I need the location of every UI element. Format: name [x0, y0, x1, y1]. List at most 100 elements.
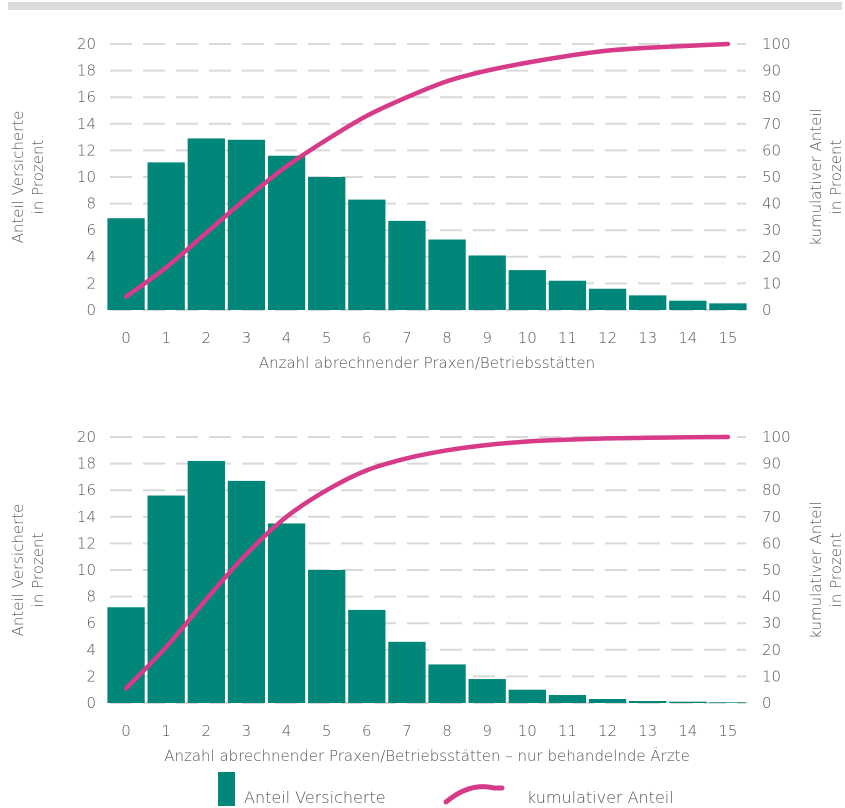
y-tick-label: 16: [77, 481, 96, 499]
y2-tick-label: 20: [762, 248, 781, 266]
x-tick-label: 2: [202, 329, 212, 347]
y2-tick-label: 70: [762, 508, 781, 526]
y2-tick-label: 50: [762, 168, 781, 186]
y2-tick-label: 30: [762, 221, 781, 239]
bar: [588, 699, 627, 703]
x-tick-label: 13: [638, 722, 657, 740]
y2-tick-label: 80: [762, 88, 781, 106]
bar: [629, 295, 667, 310]
bar: [709, 702, 747, 703]
y2-tick-label: 40: [762, 195, 781, 213]
y2-tick-label: 50: [762, 561, 781, 579]
legend-line-label: kumulativer Anteil: [527, 788, 674, 807]
y2-axis-title-line: in Prozent: [827, 140, 845, 215]
x-tick-label: 10: [518, 329, 537, 347]
y2-axis-title-line: kumulativer Anteil: [807, 501, 825, 639]
y-tick-label: 10: [77, 561, 96, 579]
legend: Anteil Versicherte kumulativer Anteil: [218, 772, 674, 807]
legend-bar-label: Anteil Versicherte: [244, 788, 386, 807]
y-tick-label: 2: [86, 274, 96, 292]
bar: [629, 701, 667, 703]
x-tick-label: 12: [598, 329, 617, 347]
bar: [388, 220, 426, 310]
y2-axis-title: kumulativer Anteil in Prozent: [807, 108, 845, 246]
bar: [548, 695, 587, 703]
y-axis-title-line: Anteil Versicherte: [9, 504, 27, 637]
bar: [709, 303, 747, 310]
y2-axis-title-line: kumulativer Anteil: [807, 108, 825, 246]
y2-tick-label: 30: [762, 614, 781, 632]
x-tick-label: 3: [242, 722, 252, 740]
y2-axis-title: kumulativer Anteil in Prozent: [807, 501, 845, 639]
bar: [669, 300, 707, 310]
x-tick-label: 14: [678, 722, 697, 740]
x-axis-title: Anzahl abrechnender Praxen/Betriebsstätt…: [259, 354, 595, 372]
y2-tick-label: 20: [762, 641, 781, 659]
bar: [669, 701, 707, 703]
y-axis-title-line: in Prozent: [29, 533, 47, 608]
bar: [147, 495, 185, 703]
bar: [267, 523, 306, 703]
bar: [468, 679, 506, 703]
y2-tick-label: 90: [762, 455, 781, 473]
y-tick-label: 20: [77, 428, 96, 446]
y-tick-label: 4: [86, 641, 96, 659]
x-tick-label: 6: [362, 722, 372, 740]
x-tick-label: 6: [362, 329, 372, 347]
y-tick-label: 10: [77, 168, 96, 186]
x-tick-label: 4: [282, 722, 292, 740]
bar: [428, 239, 466, 310]
y-tick-label: 4: [86, 248, 96, 266]
x-tick-label: 8: [442, 329, 452, 347]
y2-tick-label: 90: [762, 62, 781, 80]
x-tick-label: 5: [322, 329, 332, 347]
y-tick-label: 20: [77, 35, 96, 53]
bar: [468, 255, 506, 310]
x-tick-label: 10: [518, 722, 537, 740]
y-axis-title-line: Anteil Versicherte: [9, 111, 27, 244]
y2-tick-label: 0: [762, 694, 772, 712]
bar: [348, 609, 386, 703]
x-axis-title: Anzahl abrechnender Praxen/Betriebsstätt…: [164, 746, 690, 765]
y2-tick-label: 40: [762, 588, 781, 606]
x-tick-label: 9: [482, 722, 492, 740]
x-tick-label: 11: [558, 722, 577, 740]
x-tick-label: 15: [718, 329, 737, 347]
y-axis-title: Anteil Versicherte in Prozent: [9, 504, 47, 637]
cumulative-line: [123, 434, 731, 691]
x-tick-label: 3: [242, 329, 252, 347]
legend-line-swatch: [443, 784, 505, 805]
legend-bar-swatch: [218, 772, 235, 806]
bar: [508, 689, 546, 703]
x-tick-label: 1: [161, 722, 171, 740]
y-tick-label: 8: [86, 588, 96, 606]
x-tick-label: 4: [282, 329, 292, 347]
bar: [548, 280, 587, 310]
y-tick-label: 6: [86, 221, 96, 239]
x-tick-label: 14: [678, 329, 697, 347]
bar: [227, 139, 266, 310]
x-tick-label: 7: [402, 722, 412, 740]
y2-tick-label: 60: [762, 141, 781, 159]
y-tick-label: 0: [86, 301, 96, 319]
y-tick-label: 2: [86, 667, 96, 685]
y-tick-label: 12: [77, 141, 96, 159]
y-tick-label: 16: [77, 88, 96, 106]
cumulative-line: [123, 41, 731, 299]
chart-top: 0246810121416182001020304050607080901000…: [9, 35, 845, 372]
x-tick-label: 2: [202, 722, 212, 740]
x-tick-label: 8: [442, 722, 452, 740]
y2-tick-label: 70: [762, 115, 781, 133]
y2-tick-label: 80: [762, 481, 781, 499]
x-tick-label: 15: [718, 722, 737, 740]
y2-tick-label: 100: [762, 35, 791, 53]
y2-axis-title-line: in Prozent: [827, 533, 845, 608]
x-tick-label: 12: [598, 722, 617, 740]
x-tick-label: 0: [121, 722, 131, 740]
bar: [227, 480, 266, 703]
bar: [308, 177, 346, 310]
y2-tick-label: 60: [762, 534, 781, 552]
bar: [388, 641, 426, 703]
bar: [588, 288, 627, 310]
bar: [308, 570, 346, 703]
